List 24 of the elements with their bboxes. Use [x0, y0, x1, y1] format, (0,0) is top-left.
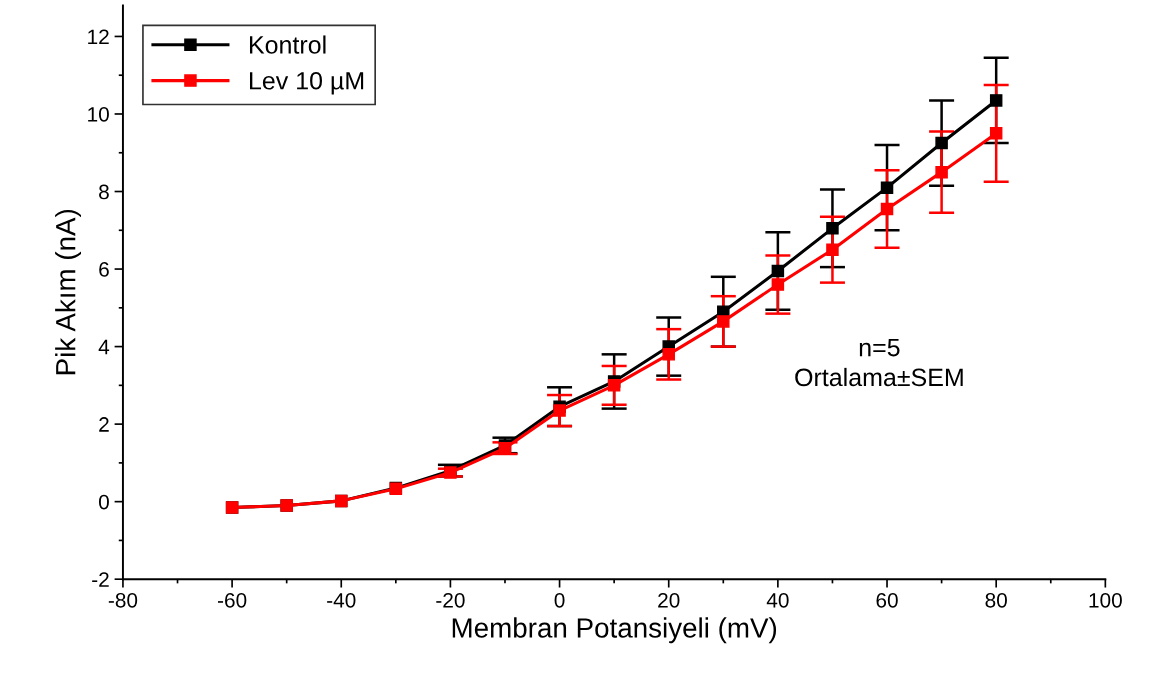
x-axis-title: Membran Potansiyeli (mV): [452, 617, 777, 644]
x-tick-label: 80: [985, 592, 1007, 608]
y-axis-title: Pik Akım (nA): [55, 209, 82, 375]
y-tick-label: 12: [88, 29, 109, 44]
annotation: n=5: [859, 338, 900, 357]
x-tick-label: 40: [766, 592, 789, 608]
y-tick-label: 4: [98, 339, 110, 355]
x-tick-label: 60: [876, 592, 898, 608]
legend-label: Kontrol: [249, 35, 326, 54]
annotation: Ortalama±SEM: [795, 367, 963, 387]
x-tick-label: -40: [327, 592, 356, 608]
y-tick-label: 2: [99, 417, 109, 432]
y-tick-label: 8: [99, 184, 109, 200]
x-tick-label: -60: [217, 592, 247, 608]
y-tick-label: 6: [99, 262, 109, 277]
legend-label: Lev 10 µM: [249, 71, 364, 95]
y-tick-label: 0: [98, 494, 109, 510]
x-tick-label: 0: [554, 592, 565, 608]
x-tick-label: 100: [1089, 592, 1122, 608]
y-tick-label: -2: [92, 572, 109, 587]
x-tick-label: -80: [108, 592, 138, 608]
y-tick-label: 10: [88, 106, 109, 122]
x-tick-label: 20: [658, 592, 680, 608]
x-tick-label: -20: [436, 592, 465, 608]
